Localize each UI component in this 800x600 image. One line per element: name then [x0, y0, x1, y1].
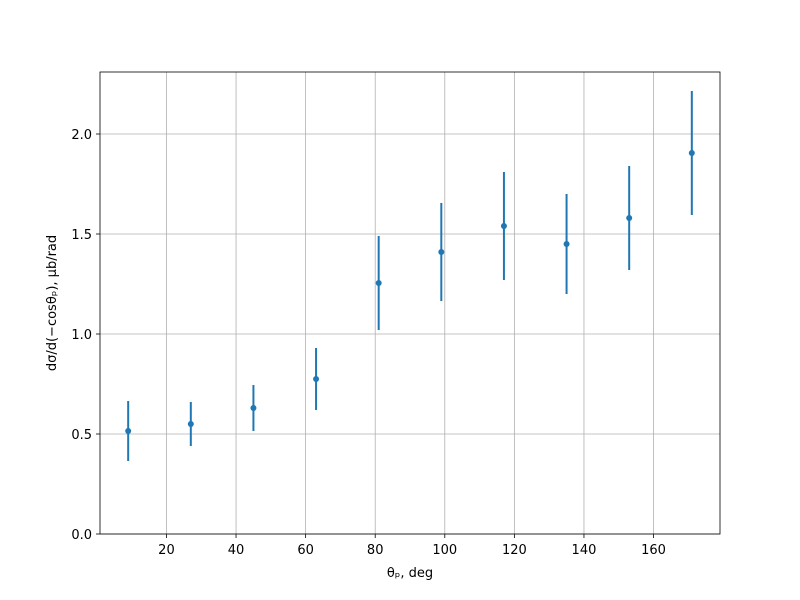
y-tick-label: 0.0: [71, 528, 92, 543]
data-point: [500, 223, 507, 229]
data-point: [375, 280, 382, 286]
data-point: [438, 249, 445, 255]
x-tick-label: 140: [572, 543, 597, 558]
y-tick-label: 2.0: [71, 128, 92, 143]
y-tick-label: 1.5: [71, 228, 92, 243]
plot-frame: [99, 71, 721, 535]
data-point: [626, 215, 633, 221]
x-tick-label: 20: [158, 543, 175, 558]
x-axis-label: θₚ, deg: [387, 566, 433, 581]
data-point: [125, 428, 132, 434]
data-point: [313, 376, 320, 382]
x-tick-label: 160: [641, 543, 666, 558]
x-tick-label: 120: [502, 543, 527, 558]
x-tick-label: 100: [432, 543, 457, 558]
data-point: [250, 405, 257, 411]
x-tick-label: 60: [297, 543, 314, 558]
x-tick-label: 40: [228, 543, 245, 558]
data-point: [688, 150, 695, 156]
x-tick-label: 80: [367, 543, 384, 558]
y-tick-label: 0.5: [71, 428, 92, 443]
data-point: [187, 421, 194, 427]
data-point: [563, 241, 570, 247]
y-tick-label: 1.0: [71, 328, 92, 343]
y-axis-label: dσ/d(−cosθₚ), µb/rad: [45, 235, 60, 371]
